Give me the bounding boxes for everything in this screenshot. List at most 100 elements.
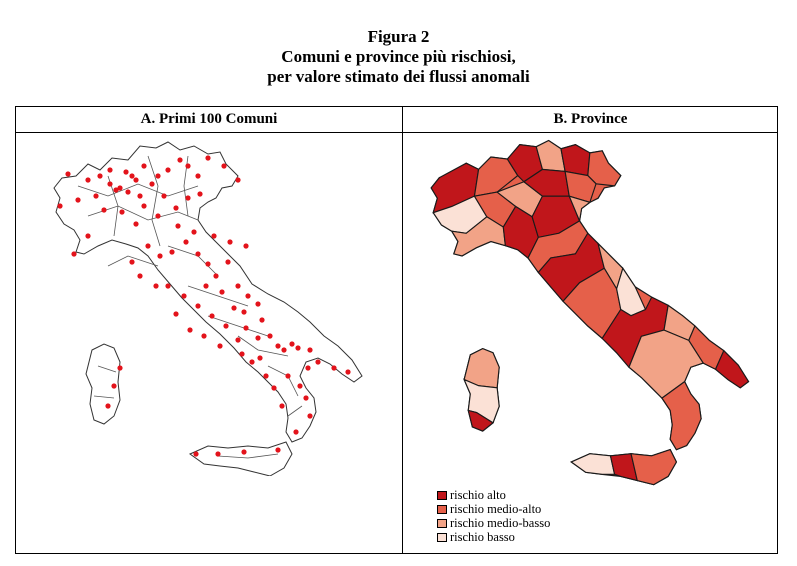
municipality-marker (307, 413, 313, 419)
municipal-boundary (87, 205, 199, 221)
municipality-marker (187, 327, 193, 333)
municipality-markers (57, 155, 351, 457)
municipality-marker (161, 193, 167, 199)
legend-swatch-medium-high (437, 504, 447, 514)
map-provinces (430, 139, 750, 486)
municipality-marker (141, 163, 147, 169)
map-municipalities (53, 141, 363, 476)
sicily (188, 441, 293, 476)
municipality-marker (129, 173, 135, 179)
province-region (609, 453, 639, 482)
municipality-marker (125, 189, 131, 195)
municipal-boundary (77, 183, 199, 197)
municipality-marker (211, 233, 217, 239)
municipality-marker (155, 213, 161, 219)
municipality-marker (239, 351, 245, 357)
panel-a-title: A. Primi 100 Comuni (140, 111, 278, 127)
municipality-marker (85, 177, 91, 183)
municipality-marker (169, 249, 175, 255)
legend-label-high: rischio alto (450, 488, 506, 502)
municipality-marker (295, 345, 301, 351)
municipality-marker (275, 447, 281, 453)
municipality-marker (249, 359, 255, 365)
municipality-marker (193, 451, 199, 457)
municipality-marker (259, 317, 265, 323)
municipal-boundary (93, 395, 115, 399)
municipality-marker (185, 163, 191, 169)
figure-title: Figura 2 (367, 27, 430, 46)
municipality-marker (297, 383, 303, 389)
figure-subtitle-line-2: per valore stimato dei flussi anomali (267, 67, 530, 86)
municipality-marker (263, 373, 269, 379)
legend-item-medium-low: rischio medio-basso (437, 516, 550, 530)
legend-item-high: rischio alto (437, 488, 550, 502)
legend-item-medium-high: rischio medio-alto (437, 502, 550, 516)
legend-label-medium-high: rischio medio-alto (450, 502, 542, 516)
municipality-marker (205, 155, 211, 161)
municipality-marker (181, 293, 187, 299)
risk-legend: rischio alto rischio medio-alto rischio … (437, 488, 550, 544)
municipality-marker (219, 289, 225, 295)
municipality-marker (203, 283, 209, 289)
municipality-marker (221, 163, 227, 169)
municipality-marker (107, 181, 113, 187)
municipality-marker (201, 333, 207, 339)
municipality-marker (183, 239, 189, 245)
province-region (570, 453, 616, 475)
municipality-marker (57, 203, 63, 209)
municipality-marker (293, 429, 299, 435)
municipality-marker (93, 193, 99, 199)
municipality-marker (141, 203, 147, 209)
municipality-marker (241, 449, 247, 455)
municipal-boundary (287, 405, 303, 417)
municipality-marker (153, 283, 159, 289)
municipality-marker (137, 273, 143, 279)
figure-title-block: Figura 2 Comuni e province più rischiosi… (0, 26, 797, 87)
municipality-marker (305, 365, 311, 371)
municipal-boundary (187, 285, 249, 307)
province-region (467, 409, 494, 432)
municipality-marker (129, 259, 135, 265)
municipality-marker (195, 251, 201, 257)
municipality-marker (165, 283, 171, 289)
municipality-marker (97, 173, 103, 179)
municipality-marker (217, 343, 223, 349)
legend-swatch-low (437, 532, 447, 542)
legend-swatch-high (437, 490, 447, 500)
municipality-marker (223, 323, 229, 329)
municipality-marker (255, 301, 261, 307)
municipality-marker (281, 347, 287, 353)
municipality-marker (235, 337, 241, 343)
municipality-marker (157, 253, 163, 259)
province-region (661, 380, 702, 451)
municipality-marker (119, 209, 125, 215)
figure-frame: A. Primi 100 Comuni B. Province (15, 106, 778, 554)
municipality-marker (173, 205, 179, 211)
municipality-marker (243, 243, 249, 249)
municipality-marker (231, 305, 237, 311)
municipality-marker (133, 177, 139, 183)
municipal-boundary (97, 365, 117, 373)
municipality-marker (225, 259, 231, 265)
municipality-marker (241, 309, 247, 315)
municipality-marker (215, 451, 221, 457)
municipality-marker (195, 173, 201, 179)
municipal-boundary (207, 315, 269, 337)
municipality-marker (235, 177, 241, 183)
legend-label-medium-low: rischio medio-basso (450, 516, 551, 530)
municipal-boundary (217, 453, 279, 459)
municipality-marker (271, 385, 277, 391)
municipality-marker (123, 169, 129, 175)
province-region (630, 448, 678, 486)
municipality-marker (133, 221, 139, 227)
sardinia (85, 343, 121, 425)
municipality-marker (175, 223, 181, 229)
municipality-marker (101, 207, 107, 213)
municipality-marker (85, 233, 91, 239)
municipality-marker (205, 261, 211, 267)
municipality-marker (137, 193, 143, 199)
municipality-marker (331, 365, 337, 371)
municipal-boundary (147, 155, 161, 247)
municipality-marker (267, 333, 273, 339)
municipality-marker (107, 167, 113, 173)
